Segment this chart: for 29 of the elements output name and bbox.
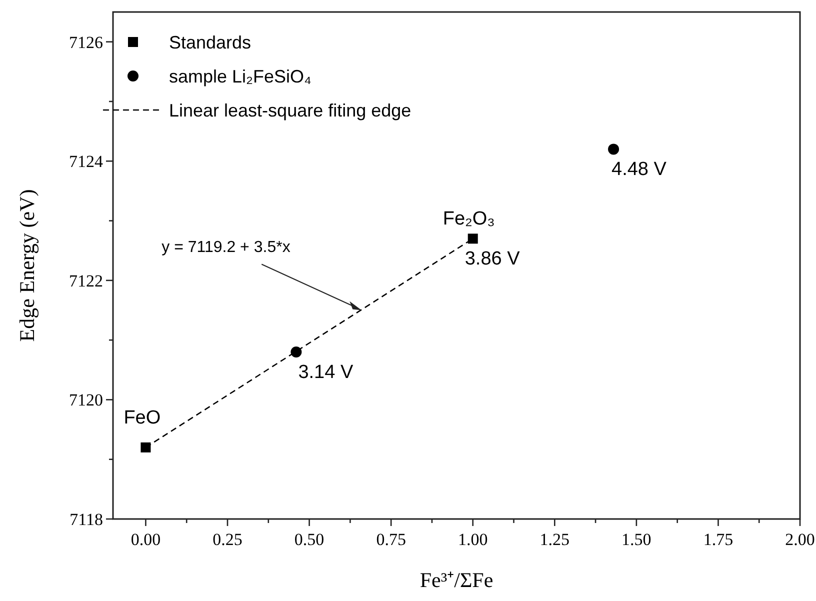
x-tick-label: 1.25 [540, 530, 570, 549]
x-tick-label: 1.75 [703, 530, 734, 549]
y-tick-label: 7126 [69, 32, 103, 52]
y-axis-title: Edge Energy (eV) [15, 189, 39, 342]
annotation: FeO [124, 407, 161, 428]
annotation: Fe₂O₃ [442, 208, 495, 230]
point [140, 442, 151, 452]
x-tick-label: 0.75 [376, 530, 406, 549]
x-tick-label: 0.00 [130, 530, 161, 549]
y-tick-label: 7120 [69, 390, 103, 410]
annotation: 3.86 V [464, 248, 520, 270]
point [468, 234, 478, 244]
point [290, 346, 302, 358]
x-tick-label: 1.50 [622, 530, 652, 549]
x-tick-label: 1.00 [458, 530, 488, 549]
x-tick-label: 2.00 [785, 530, 815, 549]
x-axis-title: Fe³⁺/ΣFe [420, 568, 494, 592]
legend-label: Standards [169, 32, 252, 52]
x-tick-label: 0.25 [212, 530, 242, 549]
point [608, 144, 620, 155]
annotation: 4.48 V [612, 159, 667, 180]
legend-label: Linear least-square fiting edge [169, 100, 412, 120]
legend-label: sample Li₂FeSiO₄ [169, 66, 312, 86]
y-tick-label: 7122 [69, 271, 103, 290]
y-tick-label: 7118 [70, 510, 103, 529]
y-tick-label: 7124 [69, 152, 104, 172]
x-tick-label: 0.50 [294, 530, 324, 549]
annotation: y = 7119.2 + 3.5*x [162, 239, 290, 256]
annotation: 3.14 V [298, 362, 354, 383]
